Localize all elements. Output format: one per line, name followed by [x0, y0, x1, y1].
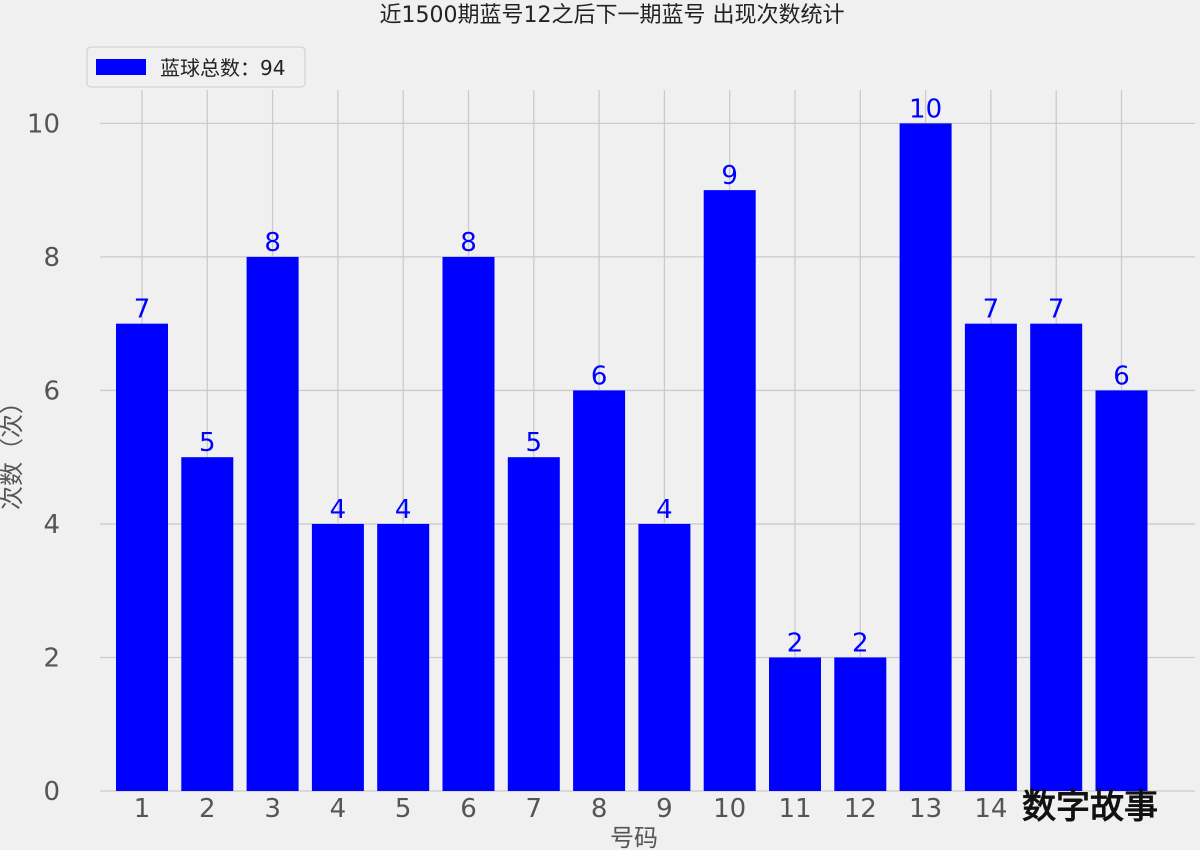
x-tick-label: 13: [909, 794, 942, 824]
data-label: 5: [199, 428, 216, 458]
bar-3: [246, 256, 299, 791]
x-tick-label: 7: [526, 794, 543, 824]
legend-label: 蓝球总数：94: [160, 56, 285, 80]
data-label: 8: [264, 228, 281, 258]
x-tick-label: 2: [199, 794, 216, 824]
bar-4: [311, 523, 364, 791]
data-label: 7: [1048, 295, 1065, 325]
y-tick-label: 8: [43, 243, 60, 273]
x-tick-label: 10: [713, 794, 746, 824]
x-tick-label: 11: [778, 794, 811, 824]
watermark: 数字故事: [1022, 787, 1158, 827]
bar-9: [638, 523, 691, 791]
bar-1: [116, 323, 168, 791]
x-tick-label: 9: [656, 794, 673, 824]
y-tick-label: 10: [27, 109, 60, 139]
data-label: 4: [330, 495, 347, 525]
chart-title: 近1500期蓝号12之后下一期蓝号 出现次数统计: [380, 3, 845, 28]
data-label: 2: [852, 628, 869, 658]
x-tick-label: 8: [591, 794, 608, 824]
x-tick-label: 5: [395, 794, 412, 824]
y-tick-label: 2: [43, 643, 60, 673]
x-tick-label: 12: [844, 794, 877, 824]
bar-7: [507, 457, 560, 791]
bar-8: [573, 390, 626, 791]
data-label: 6: [591, 361, 608, 391]
data-label: 5: [526, 428, 543, 458]
x-tick-label: 3: [264, 794, 281, 824]
bar-6: [442, 256, 495, 791]
bar-10: [703, 190, 756, 792]
data-label: 7: [134, 295, 151, 325]
y-tick-labels: 0 2 4 6 8 10: [27, 109, 60, 807]
x-tick-label: 1: [134, 794, 151, 824]
data-label: 4: [395, 495, 412, 525]
y-tick-label: 6: [43, 376, 60, 406]
data-label: 2: [787, 628, 804, 658]
y-tick-label: 0: [43, 777, 60, 807]
bar-14: [964, 323, 1017, 791]
x-tick-label: 14: [974, 794, 1007, 824]
x-tick-labels: 1 2 3 4 5 6 7 8 9 10 11 12 13 14: [134, 794, 1008, 824]
bar-13: [899, 123, 952, 791]
bar-12: [834, 657, 887, 791]
legend-box: [86, 46, 306, 88]
data-labels: 7 5 8 4 4 8 5 6 4 9 2 2 10 7 7 6: [134, 94, 1130, 658]
data-label: 10: [909, 94, 942, 124]
x-axis-label: 号码: [610, 824, 658, 850]
bar-15: [1030, 323, 1083, 791]
bars-group: [116, 123, 1148, 792]
y-axis-label: 次数（次）: [0, 390, 26, 510]
legend: 蓝球总数：94: [86, 46, 306, 88]
bar-11: [769, 657, 821, 791]
data-label: 6: [1113, 361, 1130, 391]
legend-swatch: [96, 59, 146, 75]
x-tick-label: 4: [330, 794, 347, 824]
bar-16: [1095, 390, 1148, 791]
y-tick-label: 4: [43, 510, 60, 540]
data-label: 9: [721, 161, 738, 191]
data-label: 8: [460, 228, 477, 258]
data-label: 7: [983, 295, 1000, 325]
bar-5: [377, 523, 430, 791]
x-tick-label: 6: [460, 794, 477, 824]
data-label: 4: [656, 495, 673, 525]
bar-2: [181, 457, 234, 791]
